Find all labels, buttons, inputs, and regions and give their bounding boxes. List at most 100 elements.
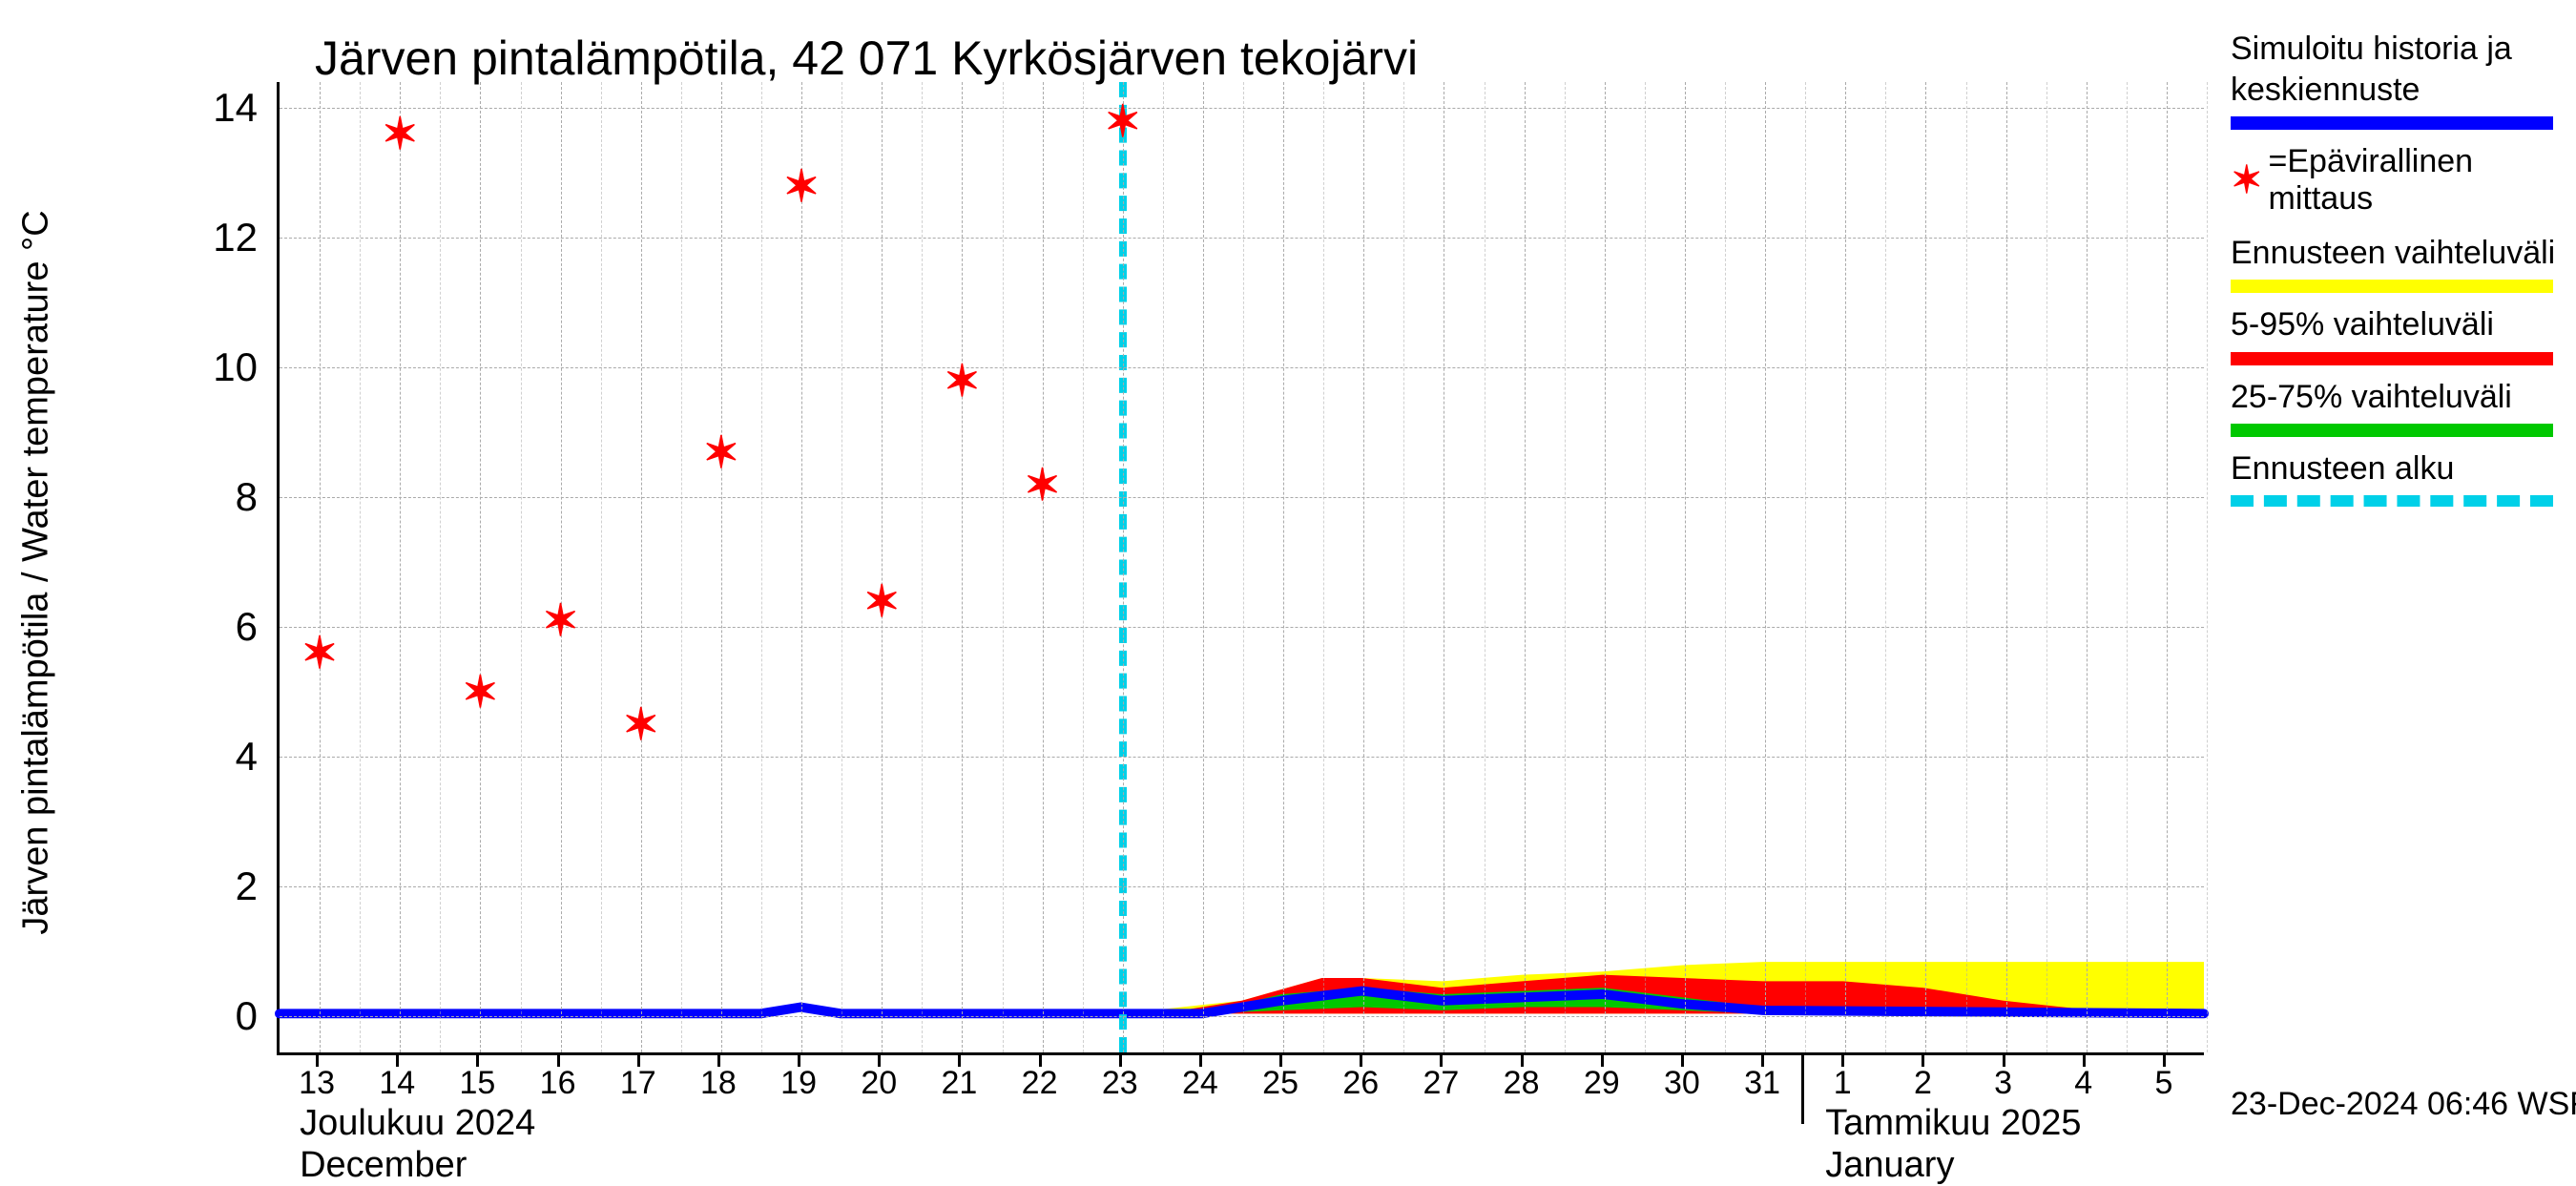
v-gridline-minor [2127, 82, 2128, 1052]
y-tick-label: 4 [172, 734, 258, 780]
v-gridline [641, 82, 642, 1052]
v-gridline [2087, 82, 2088, 1052]
measurement-marker: ✶ [1104, 104, 1141, 138]
x-tick-label: 29 [1584, 1065, 1620, 1102]
y-tick-label: 2 [172, 863, 258, 909]
measurement-marker: ✶ [542, 603, 579, 637]
v-gridline [1525, 82, 1526, 1052]
v-gridline-minor [601, 82, 602, 1052]
y-tick-label: 8 [172, 474, 258, 520]
v-gridline-minor [521, 82, 522, 1052]
legend-text: Ennusteen alku [2231, 448, 2565, 489]
x-tick-label: 15 [459, 1065, 495, 1102]
x-tick-label: 19 [780, 1065, 817, 1102]
measurement-marker: ✶ [622, 707, 659, 741]
v-gridline [1925, 82, 1926, 1052]
v-gridline [1203, 82, 1204, 1052]
x-tick-label: 14 [379, 1065, 415, 1102]
measurement-marker: ✶ [462, 675, 499, 709]
v-gridline-minor [1645, 82, 1646, 1052]
measurement-marker: ✶ [382, 116, 419, 151]
v-gridline-minor [2046, 82, 2047, 1052]
h-gridline [280, 367, 2204, 368]
legend-swatch [2231, 116, 2553, 130]
x-tick-label: 17 [620, 1065, 656, 1102]
h-gridline [280, 757, 2204, 758]
data-bands-svg [280, 82, 2204, 1052]
h-gridline [280, 108, 2204, 109]
legend-text: Simuloitu historia ja [2231, 29, 2565, 70]
v-gridline-minor [1885, 82, 1886, 1052]
measurement-marker: ✶ [863, 584, 901, 618]
legend-swatch [2231, 280, 2553, 293]
measurement-marker: ✶ [301, 635, 339, 670]
x-tick-label: 25 [1262, 1065, 1298, 1102]
x-tick-label: 31 [1744, 1065, 1780, 1102]
measurement-marker: ✶ [783, 169, 821, 203]
x-tick-label: 28 [1504, 1065, 1540, 1102]
y-tick-label: 14 [172, 85, 258, 131]
h-gridline [280, 238, 2204, 239]
legend-item: Ennusteen vaihteluväli [2231, 233, 2565, 293]
legend: Simuloitu historia jakeskiennuste✶=Epävi… [2231, 29, 2565, 518]
v-gridline [1605, 82, 1606, 1052]
v-gridline-minor [761, 82, 762, 1052]
x-tick-label: 5 [2154, 1065, 2172, 1102]
measurement-marker: ✶ [1024, 468, 1061, 502]
x-tick-label: 4 [2074, 1065, 2092, 1102]
legend-marker-line: ✶=Epävirallinen mittaus [2231, 141, 2565, 219]
x-tick-label: 2 [1914, 1065, 1932, 1102]
month-label-bottom: January [1825, 1145, 1954, 1186]
v-gridline-minor [1805, 82, 1806, 1052]
x-tick-label: 27 [1423, 1065, 1459, 1102]
v-gridline [801, 82, 802, 1052]
x-tick-label: 1 [1834, 1065, 1852, 1102]
plot-area: ✶✶✶✶✶✶✶✶✶✶✶ [277, 82, 2204, 1055]
legend-swatch [2231, 495, 2553, 507]
x-tick-label: 20 [861, 1065, 897, 1102]
v-gridline [1283, 82, 1284, 1052]
v-gridline-minor [681, 82, 682, 1052]
h-gridline [280, 886, 2204, 887]
v-gridline-minor [1565, 82, 1566, 1052]
legend-swatch [2231, 424, 2553, 437]
legend-text: Ennusteen vaihteluväli [2231, 233, 2565, 274]
month-label-bottom: December [300, 1145, 467, 1186]
chart-container: Järven pintalämpötila / Water temperatur… [0, 0, 2576, 1145]
star-icon: ✶ [2231, 158, 2263, 202]
v-gridline [882, 82, 883, 1052]
legend-item: Ennusteen alku [2231, 448, 2565, 507]
legend-item: 5-95% vaihteluväli [2231, 304, 2565, 364]
v-gridline-minor [1725, 82, 1726, 1052]
x-tick-label: 13 [299, 1065, 335, 1102]
v-gridline [2006, 82, 2007, 1052]
v-gridline [561, 82, 562, 1052]
month-label-top: Tammikuu 2025 [1825, 1103, 2081, 1144]
legend-item: 25-75% vaihteluväli [2231, 377, 2565, 437]
month-separator [1801, 1055, 1804, 1124]
legend-swatch [2231, 352, 2553, 365]
legend-text: 5-95% vaihteluväli [2231, 304, 2565, 345]
v-gridline-minor [360, 82, 361, 1052]
h-gridline [280, 1016, 2204, 1017]
legend-item: ✶=Epävirallinen mittaus [2231, 141, 2565, 219]
x-tick-label: 23 [1102, 1065, 1138, 1102]
v-gridline [320, 82, 321, 1052]
legend-text: 25-75% vaihteluväli [2231, 377, 2565, 418]
x-tick-label: 16 [540, 1065, 576, 1102]
v-gridline-minor [1403, 82, 1404, 1052]
y-tick-label: 10 [172, 344, 258, 390]
v-gridline [1043, 82, 1044, 1052]
y-tick-label: 12 [172, 215, 258, 260]
v-gridline-minor [841, 82, 842, 1052]
v-gridline [1123, 82, 1124, 1052]
x-tick-label: 24 [1182, 1065, 1218, 1102]
y-tick-label: 6 [172, 604, 258, 650]
y-axis-title: Järven pintalämpötila / Water temperatur… [16, 210, 57, 934]
x-tick-label: 26 [1342, 1065, 1379, 1102]
x-tick-label: 18 [700, 1065, 737, 1102]
x-tick-label: 30 [1664, 1065, 1700, 1102]
month-label-top: Joulukuu 2024 [300, 1103, 535, 1144]
chart-title: Järven pintalämpötila, 42 071 Kyrkösjärv… [315, 31, 1418, 86]
y-tick-label: 0 [172, 993, 258, 1039]
